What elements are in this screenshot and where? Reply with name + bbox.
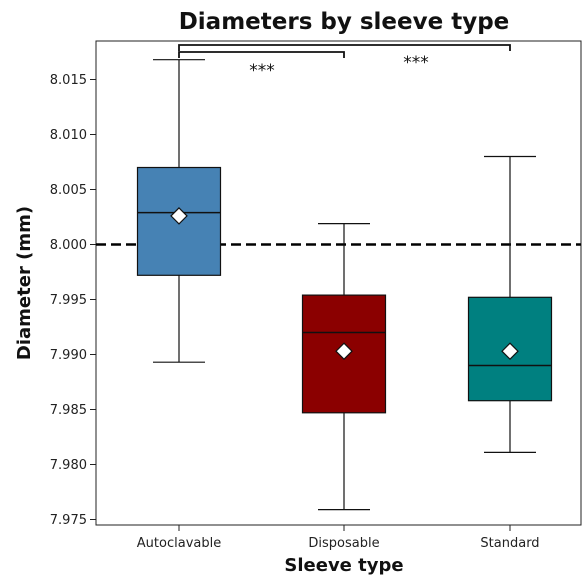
y-tick-label: 7.975 xyxy=(50,513,87,528)
significance-bracket xyxy=(178,51,345,58)
significance-label: *** xyxy=(403,53,429,73)
x-tick-label: Standard xyxy=(480,536,539,551)
x-axis: Autoclavable Disposable Standard xyxy=(137,525,540,551)
y-tick-label: 8.010 xyxy=(50,128,87,143)
chart-title: Diameters by sleeve type xyxy=(179,9,510,35)
significance-group: *** *** xyxy=(178,44,511,81)
mean-marker xyxy=(170,207,188,225)
x-tick-label: Autoclavable xyxy=(137,536,221,551)
y-tick-label: 7.980 xyxy=(50,458,87,473)
x-tick-label: Disposable xyxy=(308,536,379,551)
boxes-group xyxy=(136,59,553,511)
y-tick-label: 8.015 xyxy=(50,73,87,88)
mean-marker xyxy=(335,342,353,361)
y-axis: 7.975 7.980 7.985 7.990 7.995 8.000 8.005 8.010… xyxy=(50,73,96,528)
mean-marker xyxy=(501,342,519,361)
y-tick-label: 8.005 xyxy=(50,183,87,198)
y-tick-label: 7.985 xyxy=(50,403,87,418)
significance-bracket xyxy=(178,44,511,51)
y-axis-label: Diameter (mm) xyxy=(14,206,35,360)
x-axis-label: Sleeve type xyxy=(284,555,403,576)
plot-frame xyxy=(95,40,582,526)
y-tick-label: 7.990 xyxy=(50,348,87,363)
y-tick-label: 7.995 xyxy=(50,293,87,308)
significance-label: *** xyxy=(249,61,275,81)
y-tick-label: 8.000 xyxy=(50,238,87,253)
